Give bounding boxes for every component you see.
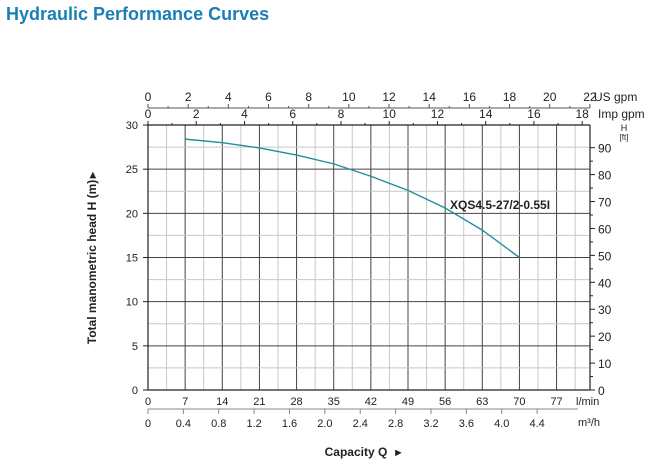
m3h-tick-label: 0.8: [211, 418, 226, 430]
performance-curve: [185, 138, 520, 259]
us-gpm-axis-label: US gpm: [594, 90, 637, 104]
m3h-axis-label: m³/h: [578, 417, 600, 429]
m3h-tick-label: 3.2: [423, 418, 438, 430]
us-gpm-tick-label: 14: [423, 90, 437, 104]
lmin-tick-label: 14: [216, 396, 228, 408]
m3h-tick-label: 2.8: [388, 418, 403, 430]
lmin-tick-label: 42: [365, 396, 377, 408]
lmin-tick-label: 63: [476, 396, 488, 408]
lmin-tick-label: 77: [550, 396, 562, 408]
lmin-tick-label: 56: [439, 396, 451, 408]
us-gpm-tick-label: 22: [583, 90, 597, 104]
ft-tick-label: 30: [598, 303, 612, 317]
imp-gpm-tick-label: 14: [479, 107, 493, 121]
ft-axis-label-h: H: [621, 123, 628, 133]
lmin-tick-label: 7: [182, 396, 188, 408]
us-gpm-tick-label: 12: [382, 90, 396, 104]
ft-tick-label: 0: [598, 384, 605, 398]
m3h-tick-label: 3.6: [459, 418, 474, 430]
imp-gpm-tick-label: 18: [576, 107, 590, 121]
us-gpm-tick-label: 6: [265, 90, 272, 104]
y-tick-label: 10: [126, 297, 138, 309]
ft-tick-label: 90: [598, 142, 612, 156]
m3h-tick-label: 4.0: [494, 418, 509, 430]
lmin-tick-label: 21: [253, 396, 265, 408]
m3h-tick-label: 2.4: [353, 418, 368, 430]
y-axis-arrow-icon: ►: [87, 170, 99, 181]
y-axis-title: Total manometric head H (m): [85, 180, 99, 344]
us-gpm-tick-label: 20: [543, 90, 557, 104]
us-gpm-tick-label: 10: [342, 90, 356, 104]
ft-tick-label: 40: [598, 276, 612, 290]
ft-tick-label: 50: [598, 249, 612, 263]
ft-tick-label: 20: [598, 330, 612, 344]
us-gpm-tick-label: 18: [503, 90, 517, 104]
m3h-tick-label: 0.4: [176, 418, 191, 430]
ft-tick-label: 10: [598, 357, 612, 371]
lmin-tick-label: 35: [328, 396, 340, 408]
imp-gpm-tick-label: 16: [527, 107, 541, 121]
y-tick-label: 20: [126, 208, 138, 220]
us-gpm-tick-label: 2: [185, 90, 192, 104]
imp-gpm-tick-label: 0: [145, 107, 152, 121]
imp-gpm-tick-label: 2: [193, 107, 200, 121]
us-gpm-tick-label: 8: [305, 90, 312, 104]
lmin-axis-label: l/min: [576, 396, 599, 408]
y-tick-label: 0: [132, 385, 138, 397]
y-tick-label: 15: [126, 253, 138, 265]
y-tick-label: 30: [126, 120, 138, 132]
imp-gpm-axis-label: Imp gpm: [598, 107, 645, 121]
ft-tick-label: 60: [598, 222, 612, 236]
imp-gpm-tick-label: 6: [289, 107, 296, 121]
imp-gpm-tick-label: 4: [241, 107, 248, 121]
m3h-tick-label: 0: [145, 418, 151, 430]
us-gpm-tick-label: 0: [145, 90, 152, 104]
x-axis-arrow-icon: ►: [393, 447, 404, 459]
y-tick-label: 5: [132, 341, 138, 353]
lmin-tick-label: 28: [290, 396, 302, 408]
m3h-tick-label: 1.6: [282, 418, 297, 430]
lmin-tick-label: 49: [402, 396, 414, 408]
imp-gpm-tick-label: 10: [383, 107, 397, 121]
ft-tick-label: 70: [598, 196, 612, 210]
y-tick-label: 25: [126, 164, 138, 176]
x-axis-title: Capacity Q: [325, 445, 388, 459]
lmin-tick-label: 0: [145, 396, 151, 408]
imp-gpm-tick-label: 8: [338, 107, 345, 121]
m3h-tick-label: 2.0: [317, 418, 332, 430]
ft-axis-label-unit: [ft]: [620, 133, 629, 142]
lmin-tick-label: 70: [513, 396, 525, 408]
imp-gpm-tick-label: 12: [431, 107, 445, 121]
us-gpm-tick-label: 16: [463, 90, 477, 104]
m3h-tick-label: 1.2: [246, 418, 261, 430]
m3h-tick-label: 4.4: [529, 418, 544, 430]
us-gpm-tick-label: 4: [225, 90, 232, 104]
ft-tick-label: 80: [598, 169, 612, 183]
page-title: Hydraulic Performance Curves: [6, 4, 270, 24]
curve-label: XQS4.5-27/2-0.55I: [450, 198, 550, 212]
